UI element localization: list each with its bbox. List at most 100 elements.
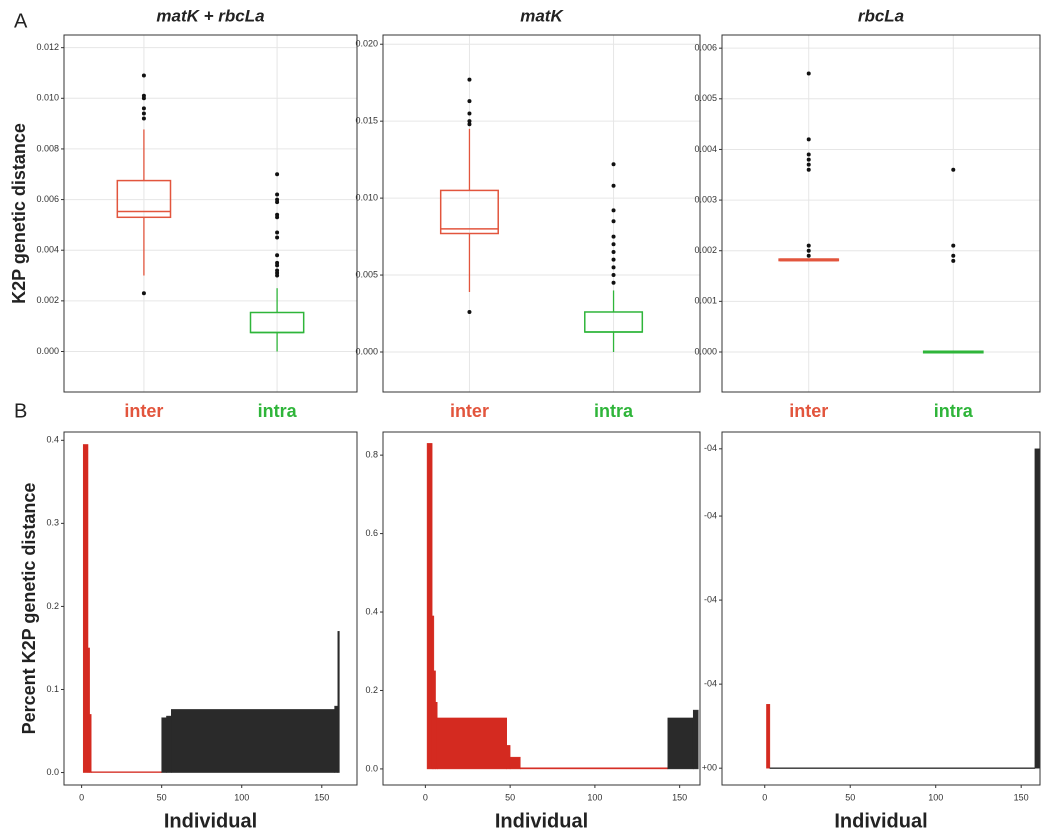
y-tick-label: 0.2 — [365, 685, 378, 695]
y-tick-label: 0.006 — [694, 43, 717, 53]
x-tick-label: 50 — [505, 792, 515, 802]
chart-title: matK — [520, 6, 564, 25]
y-tick-label: 0.010 — [36, 93, 59, 103]
outlier — [806, 162, 811, 167]
category-label: intra — [594, 401, 634, 421]
x-tick-label: 150 — [1014, 792, 1029, 802]
y-tick-label: 0.006 — [36, 194, 59, 204]
outlier — [467, 77, 472, 82]
x-tick-label: 100 — [587, 792, 602, 802]
y-tick-label: 0.005 — [694, 93, 717, 103]
x-tick-label: 0 — [423, 792, 428, 802]
y-tick-label: 0.020 — [355, 39, 378, 49]
bar — [435, 701, 438, 770]
bar — [692, 709, 699, 770]
category-label: intra — [934, 401, 974, 421]
outlier — [951, 243, 956, 248]
y-tick-label: 0.010 — [355, 192, 378, 202]
y-tick-label: 0.002 — [694, 245, 717, 255]
y-tick-label: 0.000 — [355, 346, 378, 356]
outlier — [806, 248, 811, 253]
y-tick-label: 0.004 — [694, 144, 717, 154]
outlier — [141, 116, 146, 121]
outlier — [611, 219, 616, 224]
outlier — [806, 152, 811, 157]
x-axis-label: Individual — [834, 810, 927, 832]
bar — [87, 647, 90, 773]
outlier — [611, 183, 616, 188]
bar — [667, 717, 694, 770]
outlier — [141, 291, 146, 296]
outlier — [806, 157, 811, 162]
y-tick-label: 0.4 — [365, 606, 378, 616]
y-tick-label: 0.001 — [694, 296, 717, 306]
bar — [90, 771, 162, 773]
outlier — [467, 122, 472, 127]
plot-frame — [382, 34, 701, 393]
bar — [766, 704, 771, 769]
x-tick-label: 0 — [79, 792, 84, 802]
plot-frame — [63, 431, 358, 786]
y-tick-label: 0.0 — [365, 763, 378, 773]
bar — [433, 670, 436, 770]
chart-title: matK + rbcLa — [156, 6, 264, 25]
x-axis-label: Individual — [164, 810, 257, 832]
outlier — [611, 242, 616, 247]
y-tick-label: 0.005 — [355, 269, 378, 279]
y-tick-label: -04 — [704, 594, 717, 604]
bar — [1034, 448, 1041, 769]
outlier — [806, 71, 811, 76]
y-tick-label: 0.015 — [355, 116, 378, 126]
y-tick-label: 0.002 — [36, 295, 59, 305]
y-tick-label: 0.000 — [36, 346, 59, 356]
x-tick-label: 150 — [314, 792, 329, 802]
plot-frame — [382, 431, 701, 786]
outlier — [275, 192, 280, 197]
outlier — [141, 93, 146, 98]
plot-frame — [721, 34, 1041, 393]
y-tick-label: 0.3 — [46, 518, 59, 528]
panel-label: A — [14, 10, 28, 32]
outlier — [467, 111, 472, 116]
bar — [769, 767, 1036, 769]
outlier — [467, 309, 472, 314]
plot-background — [64, 35, 357, 392]
y-tick-label: 0.2 — [46, 601, 59, 611]
bar — [506, 745, 511, 770]
plot-background — [383, 35, 700, 392]
outlier — [611, 273, 616, 278]
bar — [509, 756, 521, 770]
panel-label: B — [14, 400, 27, 422]
category-label: inter — [124, 401, 163, 421]
outlier — [611, 162, 616, 167]
y-tick-label: -04 — [704, 443, 717, 453]
x-tick-label: 0 — [762, 792, 767, 802]
outlier — [141, 73, 146, 78]
x-tick-label: 50 — [157, 792, 167, 802]
outlier — [611, 208, 616, 213]
category-label: inter — [450, 401, 489, 421]
bar — [171, 709, 335, 773]
bar — [520, 767, 669, 770]
outlier — [611, 257, 616, 262]
plot-frame — [63, 34, 358, 393]
outlier — [611, 280, 616, 285]
outlier — [806, 243, 811, 248]
box — [439, 189, 499, 235]
outlier — [806, 253, 811, 258]
bar — [82, 444, 89, 773]
bar — [161, 717, 167, 773]
plot-background — [722, 432, 1040, 785]
box — [116, 179, 172, 219]
outlier — [467, 99, 472, 104]
outlier — [951, 167, 956, 172]
outlier — [275, 268, 280, 273]
outlier — [275, 253, 280, 258]
outlier — [275, 230, 280, 235]
outlier — [275, 235, 280, 240]
y-tick-label: 0.008 — [36, 143, 59, 153]
y-tick-label: 0.012 — [36, 42, 59, 52]
outlier — [611, 234, 616, 239]
category-label: inter — [789, 401, 828, 421]
